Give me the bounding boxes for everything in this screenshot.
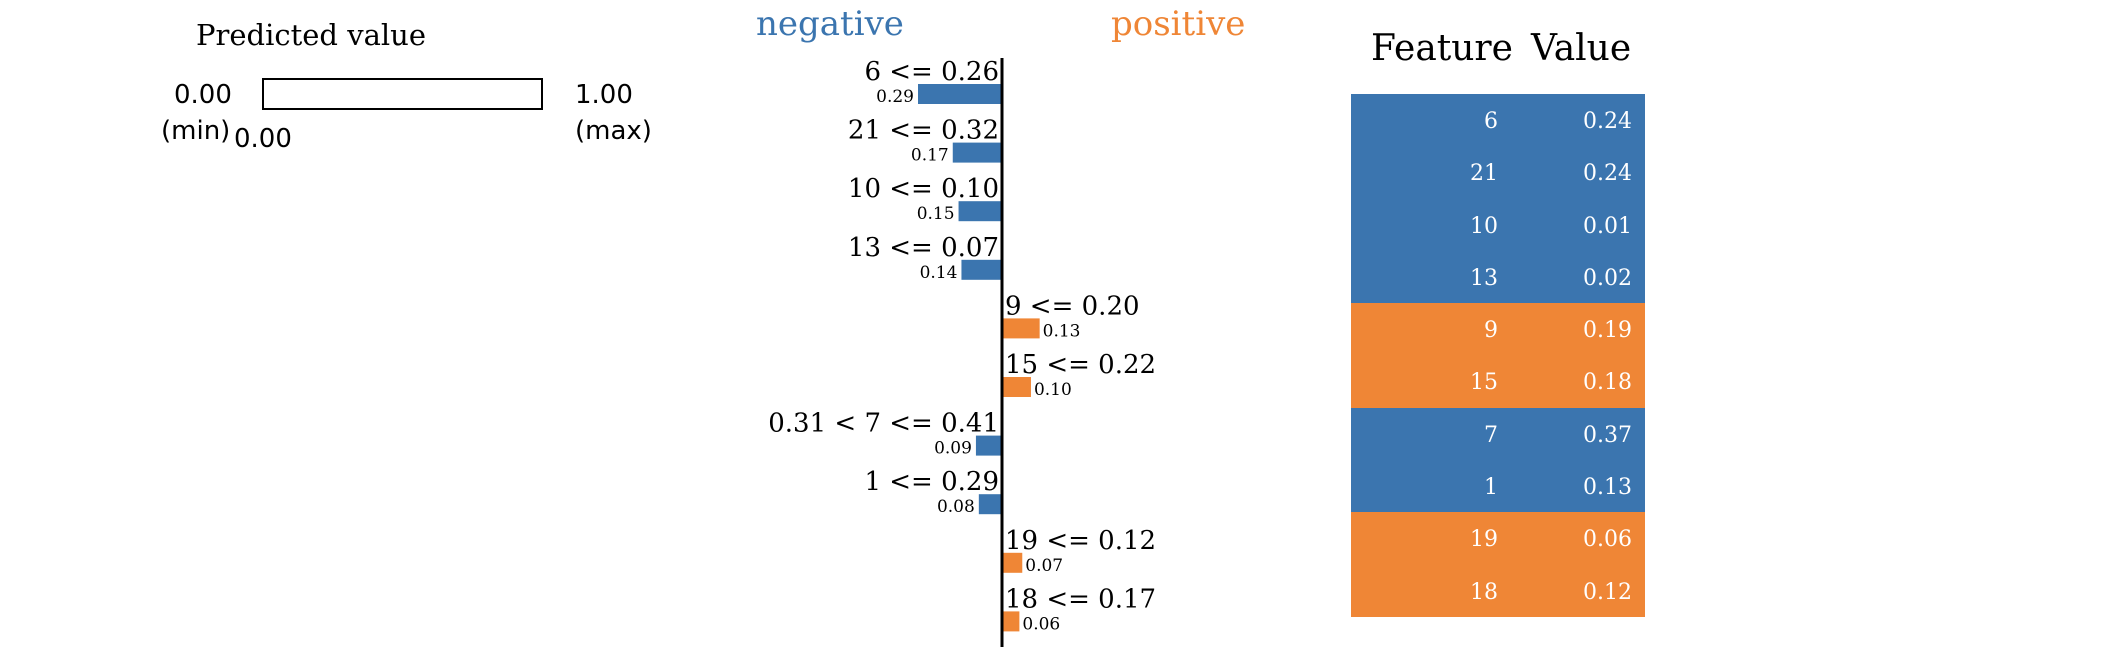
condition-label: 21 <= 0.32	[848, 116, 999, 146]
condition-label: 9 <= 0.20	[1005, 291, 1140, 321]
feature-cell: 15	[1470, 370, 1498, 396]
prediction-min-value: 0.00	[174, 80, 232, 110]
table-row: 13 0.02	[1351, 250, 1645, 304]
feature-cell: 9	[1484, 318, 1498, 344]
condition-label: 1 <= 0.29	[864, 467, 999, 497]
weight-label: 0.17	[911, 146, 949, 166]
table-header-feature: Feature	[1371, 28, 1513, 69]
condition-label: 19 <= 0.12	[1005, 526, 1156, 556]
table-row: 9 0.19	[1351, 303, 1645, 356]
condition-label: 18 <= 0.17	[1005, 584, 1156, 614]
table-body: 6 0.24 21 0.24 10 0.01 13 0.02 9 0.19 15 0.18 7 0.37 1…	[1351, 94, 1645, 617]
bar-negative	[952, 142, 1002, 163]
value-cell: 0.18	[1583, 370, 1632, 396]
bar-positive	[1002, 377, 1031, 397]
prediction-max-label: (max)	[575, 116, 652, 146]
prediction-value: 0.00	[234, 124, 292, 154]
weight-label: 0.07	[1025, 556, 1063, 576]
prediction-bar	[262, 78, 543, 110]
weight-label: 0.15	[917, 204, 955, 224]
table-row: 18 0.12	[1351, 564, 1645, 617]
weight-label: 0.09	[934, 439, 972, 459]
predicted-value-title: Predicted value	[196, 18, 427, 52]
feature-cell: 21	[1470, 161, 1498, 187]
value-cell: 0.02	[1583, 265, 1632, 291]
bar-negative	[918, 84, 1002, 104]
table-row: 15 0.18	[1351, 355, 1645, 408]
table-row: 7 0.37	[1351, 407, 1645, 461]
feature-cell: 7	[1484, 422, 1498, 448]
feature-cell: 10	[1470, 213, 1498, 239]
feature-cell: 19	[1470, 527, 1498, 553]
weight-label: 0.13	[1043, 321, 1081, 341]
condition-label: 0.31 < 7 <= 0.41	[768, 409, 999, 439]
bar-negative	[975, 435, 1002, 456]
value-cell: 0.19	[1583, 318, 1632, 344]
weight-label: 0.06	[1022, 614, 1060, 634]
table-row: 19 0.06	[1351, 512, 1645, 565]
feature-cell: 18	[1470, 579, 1498, 605]
table-row: 1 0.13	[1351, 460, 1645, 513]
bar-negative	[978, 494, 1002, 515]
weight-label: 0.29	[876, 87, 914, 107]
prediction-max-value: 1.00	[575, 80, 633, 110]
weight-label: 0.10	[1034, 380, 1072, 400]
feature-value-table: Feature Value 6 0.24 21 0.24 10 0.01 13 0.02 9 0.…	[1351, 22, 1645, 617]
value-cell: 0.12	[1583, 579, 1632, 605]
condition-label: 15 <= 0.22	[1005, 350, 1156, 380]
weight-label: 0.14	[920, 263, 958, 283]
table-row: 10 0.01	[1351, 198, 1645, 251]
bar-positive	[1002, 552, 1023, 573]
condition-label: 13 <= 0.07	[848, 233, 999, 263]
feature-cell: 1	[1484, 475, 1498, 501]
feature-cell: 6	[1484, 109, 1498, 134]
table-header-value: Value	[1531, 28, 1632, 69]
table-row: 6 0.24	[1351, 94, 1645, 147]
value-cell: 0.13	[1583, 475, 1632, 501]
value-cell: 0.37	[1583, 422, 1632, 448]
bar-positive	[1002, 611, 1020, 632]
value-cell: 0.24	[1583, 161, 1632, 187]
value-cell: 0.06	[1583, 527, 1632, 553]
bar-negative	[961, 259, 1002, 280]
value-cell: 0.01	[1583, 213, 1632, 239]
value-cell: 0.24	[1583, 109, 1632, 134]
bar-negative	[958, 201, 1002, 222]
negative-header: negative	[756, 4, 904, 44]
table-header: Feature Value	[1351, 22, 1645, 94]
weight-label: 0.08	[937, 497, 975, 517]
table-row: 21 0.24	[1351, 146, 1645, 199]
condition-label: 6 <= 0.26	[864, 57, 999, 87]
condition-label: 10 <= 0.10	[848, 174, 999, 204]
feature-cell: 13	[1470, 265, 1498, 291]
positive-header: positive	[1111, 4, 1246, 44]
bar-positive	[1002, 318, 1040, 339]
prediction-min-label: (min)	[161, 116, 231, 146]
